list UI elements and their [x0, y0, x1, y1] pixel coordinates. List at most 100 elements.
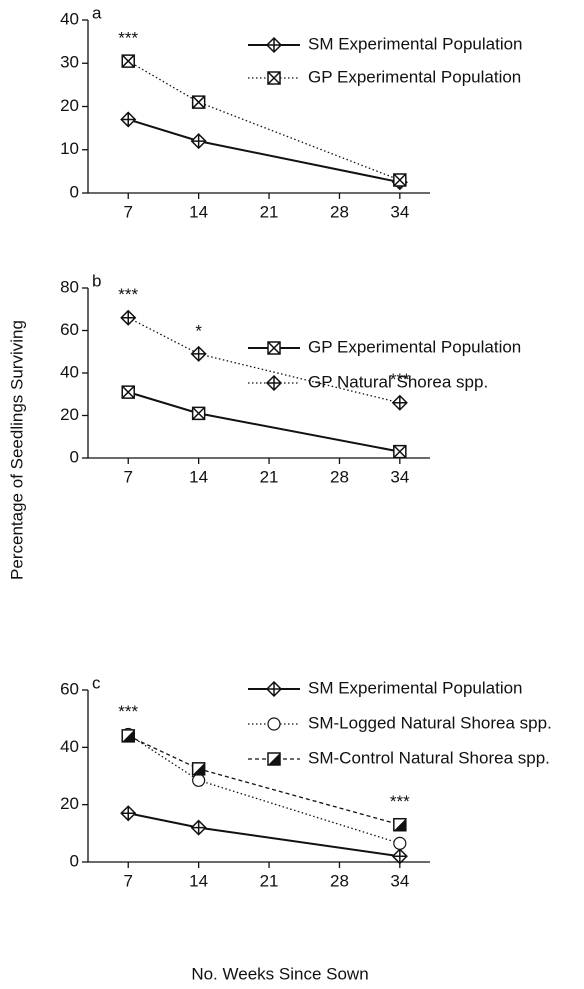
marker-shape [391, 848, 408, 865]
marker [393, 836, 407, 850]
marker [190, 133, 207, 150]
x-tick-label: 14 [189, 467, 208, 486]
marker [121, 385, 135, 399]
marker-shape [391, 394, 408, 411]
marker [191, 762, 206, 776]
marker [267, 752, 281, 766]
marker [120, 309, 137, 326]
marker [121, 54, 135, 68]
annotation: *** [118, 702, 138, 721]
y-tick-label: 20 [60, 405, 79, 424]
marker-shape [393, 173, 407, 187]
marker-shape [122, 729, 135, 742]
x-tick-label: 28 [330, 467, 349, 486]
y-tick-label: 0 [70, 447, 79, 466]
legend-label: SM-Control Natural Shorea spp. [308, 748, 550, 767]
y-tick-label: 60 [60, 679, 79, 698]
y-tick-label: 20 [60, 794, 79, 813]
marker-shape [121, 54, 135, 68]
y-tick-label: 20 [60, 96, 79, 115]
marker [267, 71, 281, 85]
marker [121, 729, 135, 743]
marker-shape [190, 133, 207, 150]
x-tick-label: 21 [260, 871, 279, 890]
marker-shape [265, 680, 283, 698]
marker-shape [120, 111, 137, 128]
x-tick-label: 28 [330, 202, 349, 221]
x-tick-label: 21 [260, 467, 279, 486]
marker [393, 173, 407, 187]
marker [393, 817, 407, 832]
y-tick-label: 40 [60, 737, 79, 756]
marker-shape [192, 762, 205, 775]
marker [120, 805, 137, 822]
marker [191, 406, 206, 421]
marker-shape [393, 836, 407, 850]
y-tick-label: 0 [70, 851, 79, 870]
marker-shape [120, 309, 137, 326]
annotation: *** [390, 370, 410, 389]
marker [191, 95, 206, 109]
y-tick-label: 60 [60, 320, 79, 339]
x-tick-label: 14 [189, 871, 208, 890]
marker-shape [393, 444, 407, 459]
marker-shape [267, 71, 281, 85]
marker-shape [191, 406, 206, 421]
annotation: *** [390, 792, 410, 811]
marker [393, 444, 407, 459]
marker [265, 374, 283, 392]
marker [391, 394, 408, 411]
x-tick-label: 14 [189, 202, 208, 221]
legend-label: GP Experimental Population [308, 337, 521, 356]
marker [192, 773, 206, 787]
panel-label: c [92, 673, 101, 692]
marker-shape [393, 818, 406, 831]
y-tick-label: 0 [70, 182, 79, 201]
marker-shape [121, 385, 135, 399]
marker [391, 848, 408, 865]
legend-label: GP Experimental Population [308, 67, 521, 86]
y-tick-label: 30 [60, 53, 79, 72]
y-tick-label: 40 [60, 9, 79, 28]
marker-shape [267, 341, 281, 355]
y-tick-label: 10 [60, 139, 79, 158]
y-tick-label: 80 [60, 277, 79, 296]
x-axis-label: No. Weeks Since Sown [191, 964, 368, 983]
panel-label: b [92, 271, 101, 290]
marker-shape [120, 805, 137, 822]
x-tick-label: 21 [260, 202, 279, 221]
marker [267, 341, 281, 355]
series-line [127, 118, 401, 184]
x-tick-label: 7 [124, 871, 133, 890]
series-line [128, 812, 400, 858]
marker-shape [191, 95, 206, 109]
marker [265, 680, 283, 698]
x-tick-label: 28 [330, 871, 349, 890]
legend-label: GP Natural Shorea spp. [308, 372, 488, 391]
x-tick-label: 34 [390, 202, 409, 221]
marker-shape [265, 36, 283, 54]
legend-label: SM-Logged Natural Shorea spp. [308, 713, 552, 732]
x-tick-label: 34 [390, 871, 409, 890]
marker-shape [190, 819, 207, 836]
series-line [127, 317, 400, 404]
marker [190, 819, 207, 836]
series-line [127, 60, 401, 181]
marker [265, 36, 283, 54]
series-line [127, 391, 401, 453]
annotation: *** [118, 29, 138, 48]
marker-shape [268, 753, 280, 765]
annotation: * [195, 321, 202, 340]
x-tick-label: 34 [390, 467, 409, 486]
marker [267, 717, 281, 731]
y-axis-label: Percentage of Seedlings Surviving [7, 320, 26, 580]
legend-label: SM Experimental Population [308, 678, 523, 697]
annotation: *** [118, 285, 138, 304]
panel-label: a [92, 3, 102, 22]
legend-label: SM Experimental Population [308, 34, 523, 53]
x-tick-label: 7 [124, 467, 133, 486]
marker [190, 345, 207, 362]
marker-shape [192, 773, 206, 787]
marker-shape [265, 374, 283, 392]
